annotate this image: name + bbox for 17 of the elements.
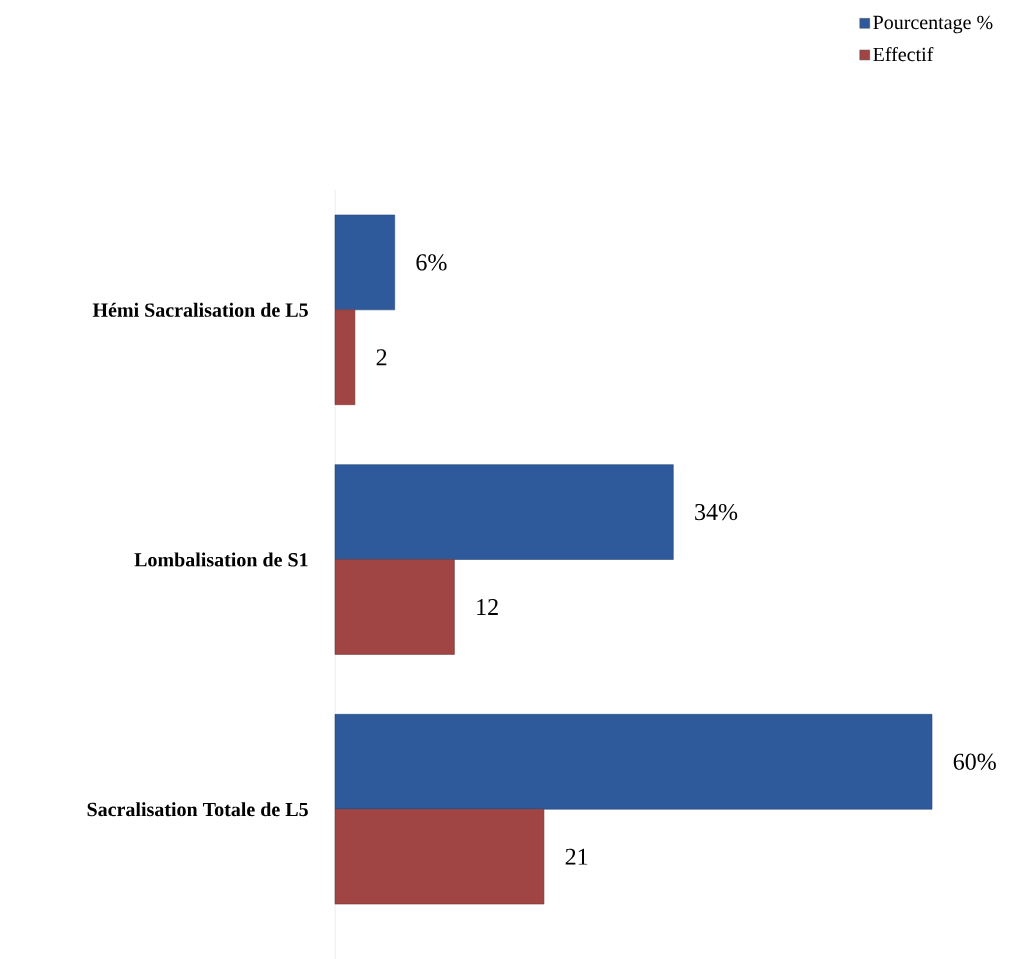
data-label: 60% xyxy=(953,753,996,770)
bar xyxy=(334,559,455,655)
data-label: 21 xyxy=(565,848,588,865)
bar xyxy=(334,808,545,905)
bar xyxy=(334,714,933,810)
data-label: 6% xyxy=(416,254,447,271)
data-label: 2 xyxy=(376,349,387,366)
data-label: 12 xyxy=(477,599,498,615)
y-tick-label: Hémi Sacralisation de L5 xyxy=(92,302,308,317)
legend-label: Pourcentage % xyxy=(873,15,993,34)
legend-label: Effectif xyxy=(873,46,934,62)
bar xyxy=(334,464,674,560)
data-label: 34% xyxy=(695,503,738,521)
y-tick-label: Lombalisation de S1 xyxy=(134,552,308,567)
bar xyxy=(334,309,356,405)
bar xyxy=(334,214,395,311)
y-tick-label: Sacralisation Totale de L5 xyxy=(87,802,308,817)
